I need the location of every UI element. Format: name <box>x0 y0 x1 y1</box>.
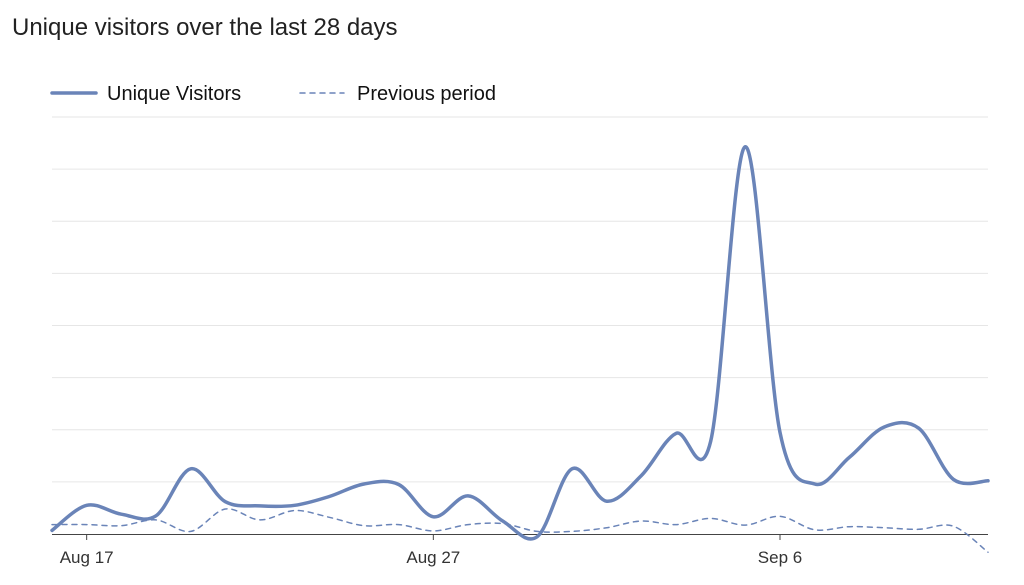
x-tick-label: Aug 27 <box>406 548 460 567</box>
legend: Unique Visitors Previous period <box>50 83 496 105</box>
x-tick-label: Sep 6 <box>758 548 802 567</box>
series-line-unique-visitors <box>50 144 990 541</box>
x-axis: Aug 17 Aug 27 Sep 6 <box>52 534 988 567</box>
x-tick-label: Aug 17 <box>60 548 114 567</box>
grid-lines <box>52 116 988 483</box>
legend-label: Previous period <box>357 83 496 105</box>
chart-title: Unique visitors over the last 28 days <box>12 14 398 41</box>
legend-label: Unique Visitors <box>107 83 241 105</box>
series-group <box>50 144 990 553</box>
series-line-previous-period <box>51 508 989 553</box>
